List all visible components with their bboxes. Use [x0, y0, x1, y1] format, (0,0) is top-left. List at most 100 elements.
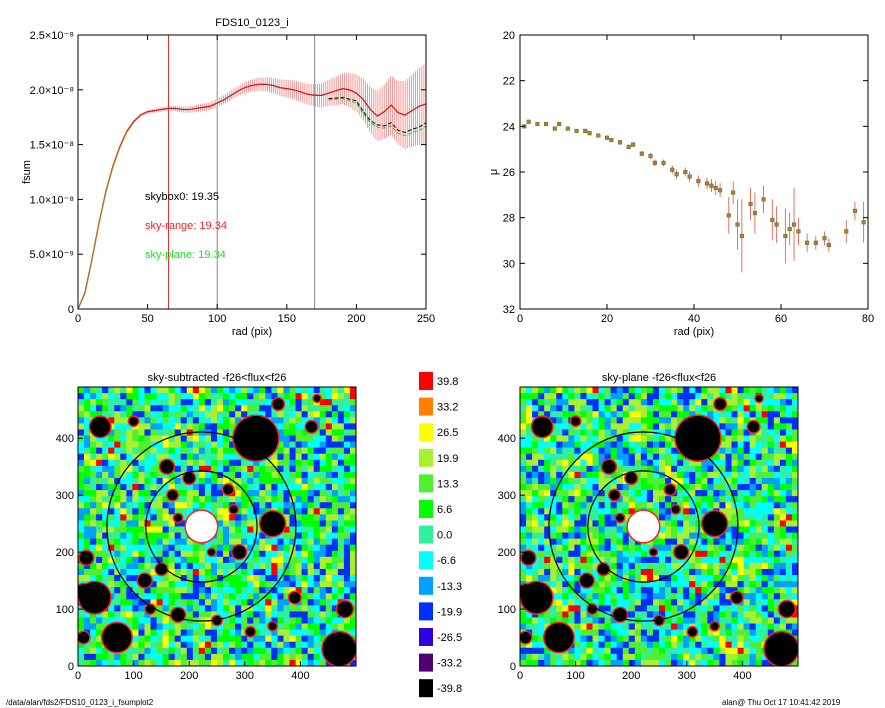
heatmap-cell — [755, 496, 763, 503]
heatmap-cell — [652, 484, 660, 491]
heatmap-cell — [526, 508, 533, 515]
heatmap-cell — [156, 581, 164, 588]
heatmap-cell — [307, 635, 315, 643]
y-tick-label: 400 — [56, 433, 74, 445]
colorbar-label: -6.6 — [437, 555, 456, 567]
heatmap-cell — [217, 532, 224, 540]
heatmap-cell — [640, 605, 648, 612]
heatmap-cell — [156, 599, 164, 606]
heatmap-cell — [689, 605, 696, 612]
heatmap-cell — [628, 502, 636, 509]
heatmap-cell — [725, 599, 733, 606]
masked-source — [613, 608, 627, 622]
heatmap-cell — [319, 502, 327, 509]
heatmap-cell — [301, 477, 309, 485]
heatmap-cell — [610, 387, 618, 394]
heatmap-cell — [217, 490, 224, 497]
heatmap-cell — [791, 429, 798, 437]
heatmap-cell — [102, 544, 109, 552]
heatmap-cell — [156, 405, 164, 412]
heatmap-cell — [301, 447, 309, 455]
heatmap-cell — [319, 393, 327, 400]
heatmap-cell — [295, 526, 303, 534]
heatmap-cell — [755, 435, 763, 443]
heatmap-cell — [785, 417, 793, 424]
heatmap-cell — [586, 653, 594, 661]
heatmap-cell — [652, 544, 660, 552]
heatmap-cell — [168, 647, 176, 655]
data-point — [796, 229, 801, 234]
heatmap-cell — [779, 532, 787, 540]
heatmap-cell — [271, 593, 278, 600]
heatmap-cell — [229, 611, 236, 618]
data-point — [726, 213, 731, 218]
data-point — [670, 167, 675, 172]
heatmap-cell — [150, 611, 158, 618]
heatmap-cell — [331, 417, 339, 424]
heatmap-cell — [162, 617, 170, 625]
heatmap-cell — [223, 459, 230, 467]
heatmap-cell — [550, 532, 557, 540]
heatmap-cell — [223, 441, 230, 449]
heatmap-cell — [544, 544, 551, 552]
heatmap-cell — [96, 647, 103, 655]
heatmap-cell — [538, 393, 545, 400]
heatmap-cell — [532, 520, 539, 527]
heatmap-cell — [319, 568, 327, 576]
heatmap-cell — [210, 641, 218, 649]
heatmap-cell — [749, 435, 757, 443]
heatmap-cell — [707, 550, 714, 558]
heatmap-cell — [616, 459, 624, 467]
heatmap-cell — [138, 514, 145, 521]
heatmap-cell — [737, 405, 745, 412]
heatmap-cell — [307, 581, 315, 588]
heatmap-cell — [755, 629, 763, 637]
heatmap-cell — [120, 562, 127, 570]
heatmap-cell — [319, 544, 327, 552]
heatmap-cell — [725, 405, 733, 412]
heatmap-cell — [568, 387, 575, 394]
heatmap-cell — [580, 423, 587, 430]
heatmap-cell — [247, 520, 254, 527]
heatmap-cell — [174, 641, 182, 649]
heatmap-cell — [295, 647, 303, 655]
heatmap-cell — [295, 411, 303, 418]
heatmap-cell — [84, 477, 91, 485]
data-point — [813, 240, 818, 245]
heatmap-cell — [556, 453, 563, 461]
heatmap-cell — [307, 520, 315, 527]
heatmap-cell — [90, 538, 97, 546]
heatmap-cell — [265, 387, 272, 394]
heatmap-cell — [253, 508, 260, 515]
heatmap-cell — [301, 514, 309, 521]
heatmap-cell — [719, 423, 726, 430]
heatmap-cell — [520, 617, 527, 625]
heatmap-cell — [538, 490, 545, 497]
heatmap-cell — [96, 502, 103, 509]
data-point — [587, 131, 592, 136]
heatmap-cell — [174, 562, 182, 570]
heatmap-cell — [622, 484, 630, 491]
heatmap-cell — [90, 405, 97, 412]
heatmap-cell — [168, 405, 176, 412]
heatmap-cell — [640, 599, 648, 606]
heatmap-cell — [156, 605, 164, 612]
heatmap-cell — [277, 659, 284, 666]
heatmap-cell — [586, 471, 594, 479]
heatmap-cell — [592, 556, 600, 564]
heatmap-cell — [102, 393, 109, 400]
heatmap-cell — [526, 405, 533, 412]
heatmap-cell — [180, 441, 188, 449]
heatmap-cell — [150, 526, 158, 534]
heatmap-cell — [743, 399, 751, 406]
heatmap-cell — [737, 520, 745, 527]
heatmap-cell — [725, 623, 733, 631]
heatmap-cell — [749, 405, 757, 412]
heatmap-cell — [180, 429, 188, 437]
heatmap-cell — [683, 496, 690, 503]
heatmap-cell — [743, 556, 751, 564]
heatmap-cell — [349, 575, 356, 582]
heatmap-cell — [210, 653, 218, 661]
heatmap-cell — [538, 556, 545, 564]
heatmap-cell — [337, 538, 345, 546]
